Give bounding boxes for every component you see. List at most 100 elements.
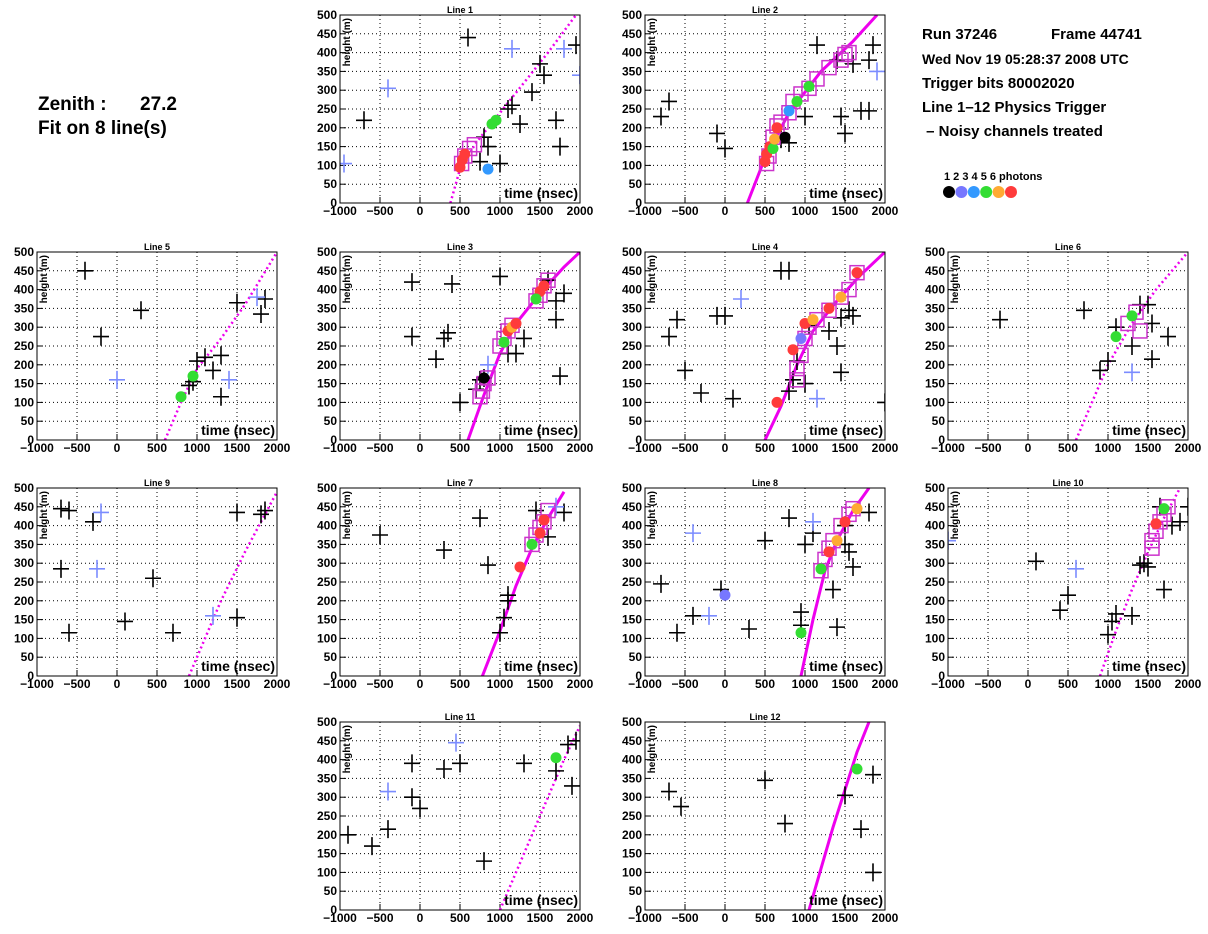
y-tick-label: 0 — [635, 669, 642, 683]
y-tick-label: 250 — [925, 575, 945, 589]
hit-cross — [781, 382, 797, 401]
hit-cross — [1156, 580, 1172, 599]
hit-dot — [490, 114, 502, 126]
hit-dot — [791, 95, 803, 107]
hit-cross — [364, 837, 380, 856]
hit-cross — [1180, 497, 1188, 516]
y-axis-label: height (m) — [647, 255, 658, 303]
hit-cross — [552, 137, 568, 156]
hit-cross — [380, 79, 396, 98]
hit-cross — [548, 310, 564, 329]
panel-title: Line 8 — [752, 478, 778, 488]
hit-cross — [516, 754, 532, 773]
x-tick-label: −1000 — [628, 204, 662, 218]
hit-cross — [741, 620, 757, 638]
y-tick-label: 350 — [317, 771, 337, 785]
hit-cross — [1132, 556, 1148, 575]
y-tick-label: 350 — [622, 537, 642, 551]
y-tick-label: 0 — [330, 196, 337, 210]
x-tick-label: −1000 — [931, 441, 965, 455]
trigger: Line 1–12 Physics Trigger — [922, 99, 1106, 116]
fit-line — [187, 491, 277, 676]
y-tick-label: 300 — [622, 83, 642, 97]
hit-cross — [685, 606, 701, 625]
trigger-bits: Trigger bits 80002020 — [922, 75, 1075, 92]
y-tick-label: 500 — [317, 245, 337, 259]
hit-cross — [833, 363, 849, 382]
x-tick-label: −500 — [63, 441, 90, 455]
hit-cross — [452, 754, 468, 773]
hit-dot — [823, 302, 835, 314]
hit-cross — [492, 623, 508, 642]
panel-title: Line 4 — [752, 242, 778, 252]
y-tick-label: 50 — [629, 650, 643, 664]
y-tick-label: 250 — [622, 575, 642, 589]
fit-line — [807, 722, 871, 910]
hit-cross — [472, 152, 488, 171]
hit-cross — [777, 814, 793, 833]
y-axis-label: height (m) — [39, 255, 50, 303]
x-tick-label: −1000 — [323, 204, 357, 218]
hit-cross — [340, 154, 352, 173]
x-tick-label: 0 — [1025, 677, 1032, 691]
x-tick-label: −500 — [671, 677, 698, 691]
y-tick-label: 50 — [324, 177, 338, 191]
hit-cross — [797, 374, 813, 393]
y-tick-label: 50 — [629, 177, 643, 191]
x-axis-label: time (nsec) — [504, 658, 578, 674]
x-tick-label: 500 — [147, 677, 167, 691]
y-tick-label: 350 — [622, 301, 642, 315]
hit-cross — [841, 542, 857, 561]
plot-content — [340, 15, 580, 203]
x-tick-label: 0 — [114, 677, 121, 691]
y-tick-label: 350 — [317, 537, 337, 551]
hit-dot — [1110, 331, 1122, 343]
x-tick-label: 500 — [450, 204, 470, 218]
x-tick-label: −1000 — [323, 911, 357, 925]
hit-cross — [380, 820, 396, 839]
hit-cross — [448, 733, 464, 752]
y-tick-label: 250 — [317, 339, 337, 353]
y-tick-label: 50 — [629, 884, 643, 898]
y-tick-label: 500 — [317, 715, 337, 729]
plot-content — [948, 488, 1188, 676]
hit-cross — [865, 765, 881, 784]
hit-cross — [717, 306, 733, 325]
y-tick-label: 0 — [635, 433, 642, 447]
hit-cross — [77, 261, 93, 280]
hit-dot — [478, 372, 490, 384]
hit-dot — [771, 396, 783, 408]
y-tick-label: 200 — [622, 358, 642, 372]
hit-cross — [865, 863, 881, 882]
y-tick-label: 450 — [622, 27, 642, 41]
hit-dot — [459, 148, 471, 160]
hit-cross — [669, 623, 685, 642]
x-axis-label: time (nsec) — [504, 892, 578, 908]
plot-content — [661, 722, 881, 910]
hit-dot — [498, 336, 510, 348]
photon-legend-dot — [1005, 186, 1017, 198]
hit-square — [837, 46, 853, 63]
y-tick-label: 350 — [622, 64, 642, 78]
hit-cross — [508, 344, 524, 363]
x-tick-label: 0 — [417, 204, 424, 218]
hit-cross — [865, 36, 881, 55]
y-axis-label: height (m) — [342, 255, 353, 303]
x-tick-label: 1000 — [487, 677, 514, 691]
x-axis-label: time (nsec) — [1112, 658, 1186, 674]
hit-cross — [356, 111, 372, 130]
panel: −1000 −500 0 500 1000 1500 2000 0 50 100 150 200 250… — [622, 5, 899, 218]
y-tick-label: 350 — [14, 301, 34, 315]
x-tick-label: 1000 — [792, 911, 819, 925]
x-tick-label: 2000 — [567, 911, 594, 925]
x-tick-label: 1000 — [792, 441, 819, 455]
hit-cross — [492, 267, 508, 286]
hit-cross — [693, 384, 709, 402]
plot-frame — [644, 14, 886, 204]
x-tick-label: −500 — [63, 677, 90, 691]
hit-cross — [504, 96, 520, 115]
hit-dot — [482, 163, 494, 175]
y-tick-label: 250 — [622, 102, 642, 116]
hit-cross — [404, 327, 420, 346]
x-tick-label: 500 — [450, 677, 470, 691]
